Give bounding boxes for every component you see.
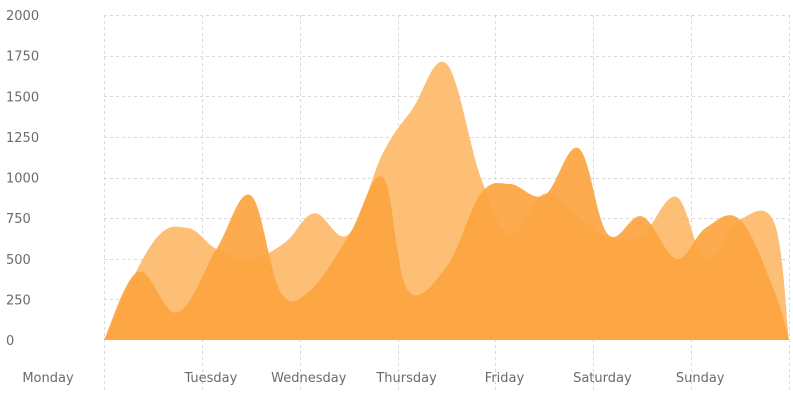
x-tick-label: Tuesday	[183, 371, 237, 386]
area-series-group	[104, 61, 789, 340]
x-tick-label: Monday	[22, 371, 74, 386]
area-series-2	[104, 147, 789, 340]
y-tick-label: 1250	[6, 131, 39, 146]
x-tick-label: Saturday	[573, 371, 632, 386]
x-tick-label: Sunday	[676, 371, 725, 386]
y-tick-label: 0	[6, 334, 14, 349]
y-tick-label: 1000	[6, 172, 39, 187]
y-tick-label: 1500	[6, 90, 39, 105]
x-tick-label: Wednesday	[271, 371, 347, 386]
y-axis: 0 250 500 750 1000 1250 1500 1750 2000	[6, 9, 39, 349]
x-tick-label: Friday	[485, 371, 525, 386]
y-tick-label: 500	[6, 253, 31, 268]
y-tick-label: 250	[6, 293, 31, 308]
x-tick-label: Thursday	[375, 371, 437, 386]
x-axis: Monday Tuesday Wednesday Thursday Friday Satu…	[22, 371, 724, 386]
y-tick-label: 2000	[6, 9, 39, 24]
y-tick-label: 750	[6, 212, 31, 227]
y-tick-label: 1750	[6, 50, 39, 65]
